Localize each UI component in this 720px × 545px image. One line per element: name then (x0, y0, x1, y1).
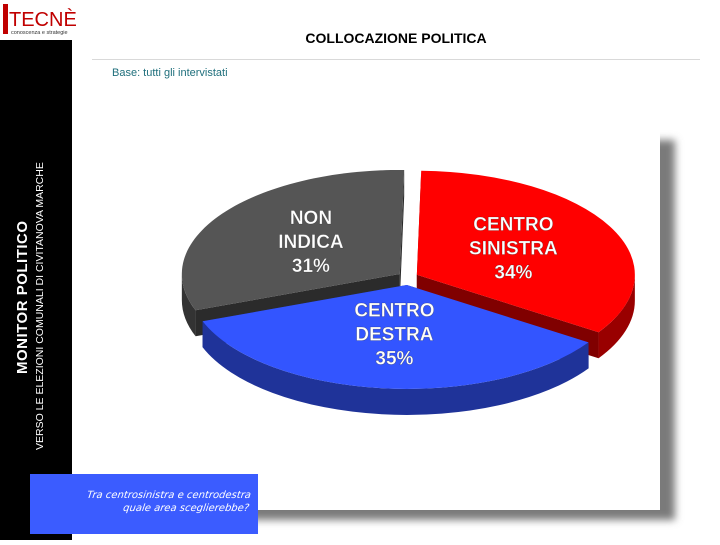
question-box: Tra centrosinistra e centrodestra quale … (30, 474, 258, 534)
question-line-2: quale area sceglierebbe? (122, 503, 250, 514)
question-text: Tra centrosinistra e centrodestra quale … (58, 489, 252, 515)
sidebar (0, 0, 72, 540)
pie-value-0: 34% (494, 263, 532, 284)
pie-slice-side-0 (598, 274, 635, 359)
brand-logo: TECNÈ conoscenza e strategie (0, 0, 76, 40)
brand-tagline: conoscenza e strategie (11, 30, 68, 36)
pie-label-2-1: INDICA (278, 232, 344, 253)
pie-slice-side-2 (181, 273, 196, 337)
brand-name: TECNÈ (9, 8, 76, 31)
pie-slice-0 (416, 170, 635, 333)
pie-value-2: 31% (292, 256, 330, 277)
question-line-1: Tra centrosinistra e centrodestra (86, 490, 252, 501)
pie-label-1-1: DESTRA (355, 325, 433, 346)
pie-label-0-0: CENTRO (473, 215, 553, 236)
pie-value-1: 35% (375, 349, 413, 370)
pie-label-2-0: NON (290, 208, 332, 229)
tecne-logo-icon: TECNÈ conoscenza e strategie (3, 4, 76, 36)
pie-slice-face-2-1 (399, 169, 405, 300)
pie-slice-1 (202, 284, 589, 389)
pie-slice-2 (181, 169, 405, 311)
pie-label-0-1: SINISTRA (469, 239, 558, 260)
pie-label-1-0: CENTRO (354, 301, 434, 322)
page-title: COLLOCAZIONE POLITICA (305, 30, 487, 46)
base-note: Base: tutti gli intervistati (112, 67, 228, 79)
title-divider (92, 59, 700, 60)
pie-slice-side-1 (202, 321, 589, 415)
